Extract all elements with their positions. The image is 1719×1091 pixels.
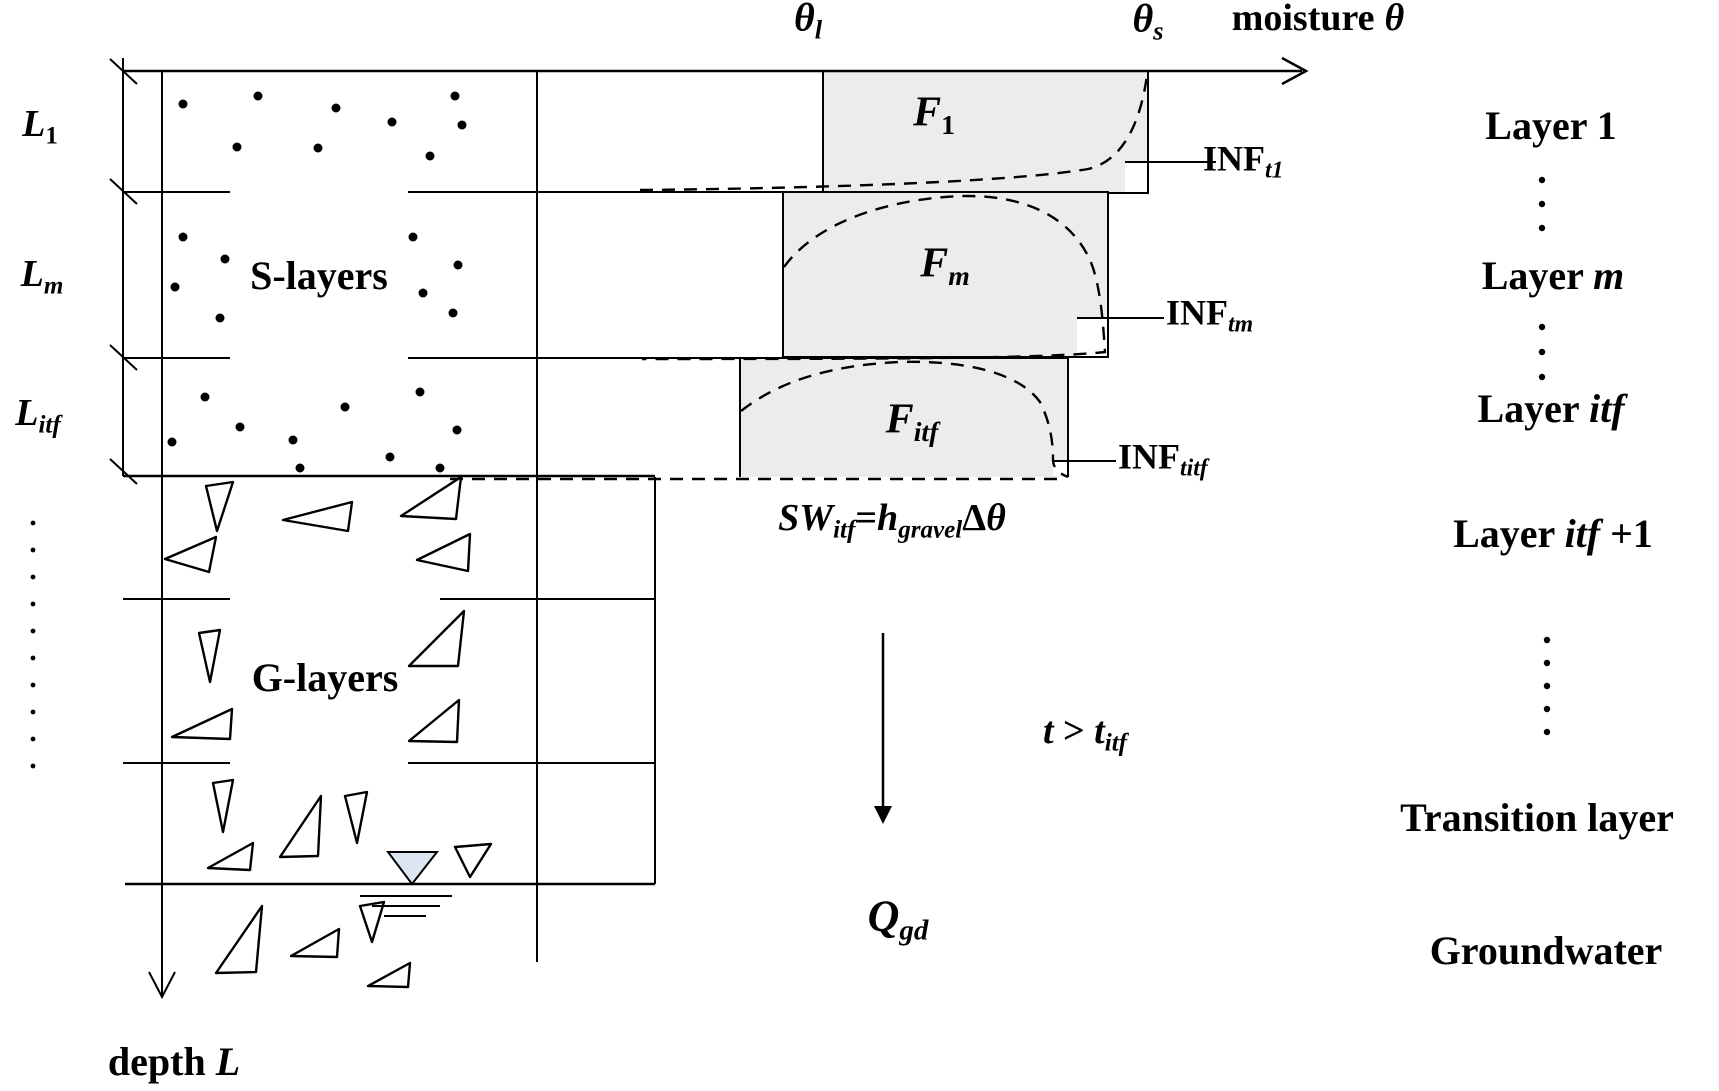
dim-lm-label: Lm [20, 253, 64, 300]
depth-axis-label: depth L [107, 1039, 241, 1084]
sw-equation: SWitf=hgravelΔθ [778, 497, 1006, 544]
s-layer-dots-pattern [167, 91, 467, 473]
groundwater-flux-label: Qgd [867, 891, 929, 947]
water-table-icon [360, 851, 452, 917]
left-continuation-dotted-line [30, 520, 36, 769]
s-layers-label: S-layers [250, 253, 388, 298]
inf-titf-label: INFtitf [1118, 436, 1208, 482]
grid-lines [109, 56, 1309, 1000]
layer-ellipsis-1 [1538, 176, 1546, 232]
layer-m-label: Layer m [1481, 253, 1625, 298]
front-boxes [739, 70, 1149, 477]
layer-ellipsis-3 [1543, 636, 1551, 736]
percolation-arrow [874, 633, 892, 824]
fm-label: Fm [920, 240, 970, 291]
inf-connectors [1053, 161, 1216, 462]
moisture-axis-label: moisture θ [1231, 0, 1405, 39]
profile-curve-layerm [641, 194, 1107, 361]
layer-itf-label: Layer itf [1477, 386, 1625, 431]
front-notch-fitf [1053, 462, 1067, 476]
f1-label: F1 [913, 89, 955, 140]
front-notch-f1 [1125, 163, 1147, 192]
depth-axis-arrowhead [148, 971, 176, 1000]
profile-curve-layer1 [639, 74, 1149, 192]
layer-ellipsis-2 [1538, 323, 1546, 381]
time-condition-label: t > titf [1042, 710, 1128, 757]
layer-itf-plus1-label: Layer itf +1 [1453, 511, 1653, 556]
layer-1-label: Layer 1 [1485, 103, 1617, 148]
theta-s-label: θs [1132, 0, 1164, 46]
dim-l1-label: L1 [22, 103, 58, 150]
g-layer-gravel-pattern [163, 475, 493, 989]
moisture-axis-arrowhead [1281, 56, 1309, 86]
g-layers-label: G-layers [251, 655, 399, 700]
front-box-f1 [822, 70, 1149, 194]
inf-tm-label: INFtm [1166, 292, 1254, 338]
groundwater-label: Groundwater [1429, 928, 1663, 973]
front-box-fm [782, 191, 1109, 358]
transition-layer-label: Transition layer [1400, 795, 1674, 840]
theta-l-label: θl [793, 0, 823, 45]
dim-litf-label: Litf [15, 392, 61, 439]
front-notch-fm [1077, 319, 1107, 356]
fitf-label: Fitf [885, 396, 939, 447]
inf-t1-label: INFt1 [1203, 138, 1284, 184]
